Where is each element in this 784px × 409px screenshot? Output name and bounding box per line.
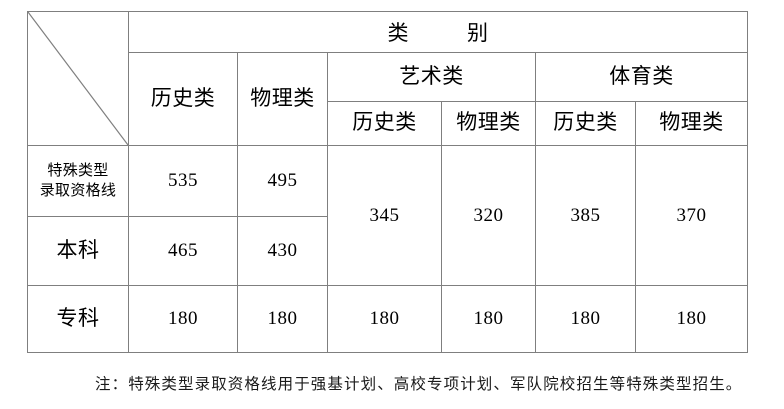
cell-junior-sports-physics: 180	[635, 285, 748, 353]
table-row: 特殊类型 录取资格线 535 495 345 320 385 370	[27, 145, 748, 286]
column-header-physics-direct: 物理类	[237, 52, 328, 146]
header-row-subcolumns: 历史类 物理类 历史类 物理类	[28, 101, 748, 146]
row-label-bachelor: 本科	[27, 216, 129, 286]
cell-merged-art-history: 345	[327, 145, 442, 286]
row-label-special-qualification: 特殊类型 录取资格线	[27, 145, 129, 217]
cell-junior-physics: 180	[237, 285, 328, 353]
row-label-line1: 特殊类型	[47, 161, 109, 179]
group-header-art: 艺术类	[327, 52, 536, 102]
cell-bachelor-physics: 430	[237, 216, 328, 286]
table-row: 本科 465 430	[27, 216, 748, 286]
cell-merged-art-physics: 320	[441, 145, 536, 286]
cell-special-physics: 495	[237, 145, 328, 217]
subcolumn-header-art-history: 历史类	[327, 101, 442, 146]
cell-bachelor-history: 465	[128, 216, 238, 286]
subcolumn-header-sports-physics: 物理类	[635, 101, 748, 146]
table-footnote: 注：特殊类型录取资格线用于强基计划、高校专项计划、军队院校招生等特殊类型招生。	[95, 376, 743, 393]
admission-score-table: 类别 历史类 物理类 艺术类 体育类 历史类 物理类 历史类 物理类 特殊类型 …	[27, 11, 748, 353]
cell-merged-sports-history: 385	[535, 145, 636, 286]
table-title-part2: 别	[467, 22, 489, 45]
cell-merged-sports-physics: 370	[635, 145, 748, 286]
subcolumn-header-art-physics: 物理类	[441, 101, 536, 146]
table-title-cell: 类别	[128, 11, 748, 53]
group-header-sports: 体育类	[535, 52, 748, 102]
cell-junior-art-physics: 180	[441, 285, 536, 353]
table-row: 专科 180 180 180 180 180 180	[27, 285, 748, 353]
header-row-title: 类别	[27, 11, 748, 146]
cell-special-history: 535	[128, 145, 238, 217]
table-title-part1: 类	[387, 22, 409, 45]
row-label-line2: 录取资格线	[39, 182, 117, 199]
cell-junior-history: 180	[128, 285, 238, 353]
subcolumn-header-sports-history: 历史类	[535, 101, 636, 146]
header-row-groups: 历史类 物理类 艺术类 体育类	[28, 52, 748, 146]
cell-junior-art-history: 180	[327, 285, 442, 353]
diagonal-slash-icon	[28, 12, 128, 145]
cell-junior-sports-history: 180	[535, 285, 636, 353]
corner-cell	[27, 11, 129, 146]
column-header-history-direct: 历史类	[128, 52, 238, 146]
row-label-junior-college: 专科	[27, 285, 129, 353]
